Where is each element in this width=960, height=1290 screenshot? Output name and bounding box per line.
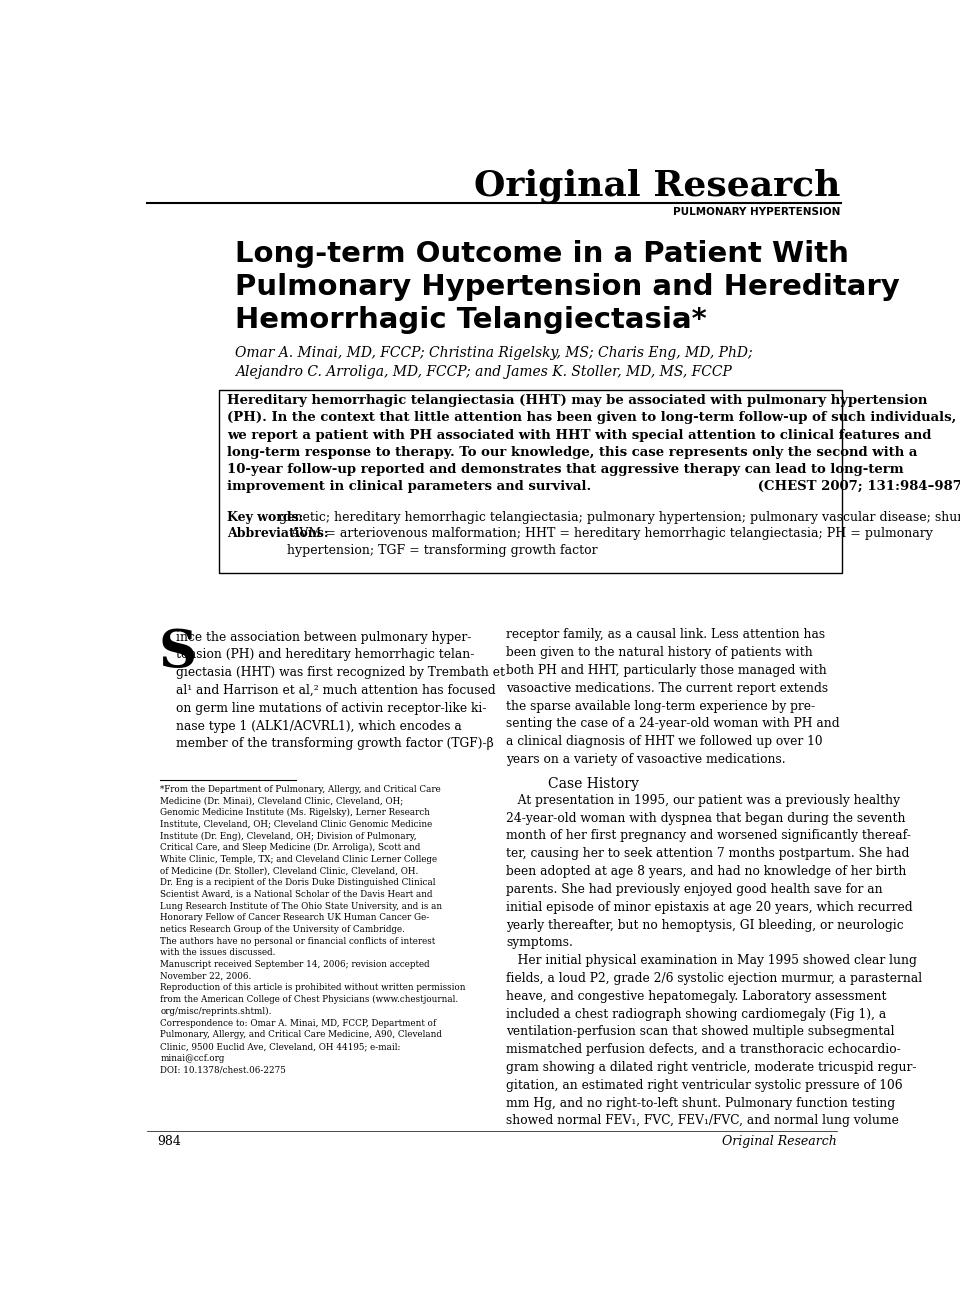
Text: Original Research: Original Research: [722, 1135, 837, 1148]
Text: AVM = arteriovenous malformation; HHT = hereditary hemorrhagic telangiectasia; P: AVM = arteriovenous malformation; HHT = …: [287, 526, 933, 557]
Text: S: S: [158, 627, 197, 677]
Text: 984: 984: [157, 1135, 181, 1148]
Text: Long-term Outcome in a Patient With
Pulmonary Hypertension and Hereditary
Hemorr: Long-term Outcome in a Patient With Pulm…: [234, 240, 900, 334]
Text: Omar A. Minai, MD, FCCP; Christina Rigelsky, MS; Charis Eng, MD, PhD;
Alejandro : Omar A. Minai, MD, FCCP; Christina Rigel…: [234, 346, 753, 379]
Text: Abbreviations:: Abbreviations:: [227, 526, 328, 539]
Text: ince the association between pulmonary hyper-
tension (PH) and hereditary hemorr: ince the association between pulmonary h…: [176, 631, 505, 751]
Text: Case History: Case History: [548, 777, 639, 791]
Text: PULMONARY HYPERTENSION: PULMONARY HYPERTENSION: [673, 208, 841, 217]
Text: genetic; hereditary hemorrhagic telangiectasia; pulmonary hypertension; pulmonar: genetic; hereditary hemorrhagic telangie…: [275, 511, 960, 524]
Text: *From the Department of Pulmonary, Allergy, and Critical Care
Medicine (Dr. Mina: *From the Department of Pulmonary, Aller…: [160, 784, 466, 1075]
FancyBboxPatch shape: [219, 390, 842, 573]
Text: At presentation in 1995, our patient was a previously healthy
24-year-old woman : At presentation in 1995, our patient was…: [506, 793, 922, 1127]
Text: Key words:: Key words:: [227, 511, 303, 524]
Text: Hereditary hemorrhagic telangiectasia (HHT) may be associated with pulmonary hyp: Hereditary hemorrhagic telangiectasia (H…: [227, 395, 960, 493]
Text: Original Research: Original Research: [474, 169, 841, 203]
Text: receptor family, as a causal link. Less attention has
been given to the natural : receptor family, as a causal link. Less …: [506, 628, 840, 766]
